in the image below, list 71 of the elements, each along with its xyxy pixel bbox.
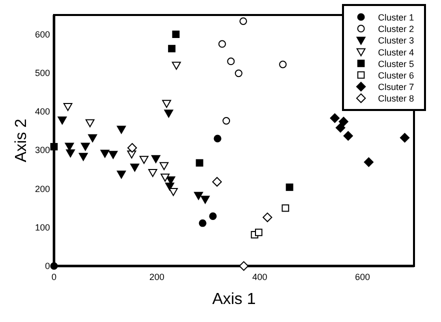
x-tick-label: 400 [252, 272, 268, 282]
x-tick-label: 600 [355, 272, 370, 282]
point [100, 150, 110, 158]
point [78, 152, 88, 161]
point [364, 157, 374, 167]
point [66, 149, 75, 158]
point [262, 212, 272, 222]
point [214, 134, 222, 142]
legend-label: Cluster 4 [378, 47, 414, 58]
point [80, 142, 90, 151]
point [196, 159, 204, 167]
point [222, 117, 230, 125]
point [165, 182, 174, 191]
point [279, 60, 287, 68]
point [212, 177, 222, 187]
point [116, 170, 126, 179]
legend-label: Clsuter 7 [378, 82, 414, 92]
point [172, 62, 181, 70]
legend-label: Cluster 1 [378, 12, 414, 22]
point [238, 261, 249, 271]
point [338, 116, 348, 126]
point [58, 116, 67, 125]
legend-label: Cluster 6 [378, 70, 414, 80]
legend-label: Cluster 5 [378, 58, 414, 69]
y-tick-label: 300 [34, 145, 50, 156]
point [194, 192, 204, 200]
point [116, 126, 126, 134]
x-tick-label: 200 [149, 272, 164, 282]
point [127, 143, 137, 153]
point [63, 103, 72, 112]
y-tick-label: 100 [34, 222, 50, 232]
point [168, 44, 176, 52]
point [130, 164, 140, 172]
y-axis-title: Axis 2 [13, 118, 30, 162]
point [160, 162, 169, 170]
point [172, 30, 180, 38]
point [108, 150, 118, 159]
point [50, 142, 58, 150]
y-tick-label: 200 [34, 184, 50, 194]
point [50, 262, 58, 270]
point [198, 219, 206, 227]
legend-label: Cluster 8 [378, 94, 414, 104]
point [140, 156, 148, 164]
point [227, 58, 235, 66]
point [330, 113, 340, 123]
x-axis-title: Axis 1 [212, 291, 256, 308]
point [151, 155, 160, 164]
point [336, 122, 346, 133]
point [200, 196, 210, 204]
point [400, 132, 410, 143]
point [218, 40, 226, 48]
y-tick-label: 400 [34, 106, 50, 117]
point [164, 110, 174, 118]
x-tick-label: 0 [51, 272, 57, 282]
point [254, 228, 262, 236]
y-tick-label: 600 [34, 29, 50, 40]
y-tick-label: 500 [34, 68, 50, 78]
point [148, 169, 158, 178]
y-tick-label: 0 [44, 261, 50, 271]
legend-label: Cluster 2 [378, 24, 414, 34]
point [343, 131, 353, 141]
point [282, 204, 290, 212]
point [88, 134, 98, 142]
point [160, 174, 170, 182]
point [162, 100, 172, 108]
point [86, 119, 94, 128]
point [239, 17, 248, 25]
legend-label: Cluster 3 [378, 36, 414, 46]
point [234, 70, 242, 78]
point [286, 184, 294, 191]
point [209, 212, 217, 220]
